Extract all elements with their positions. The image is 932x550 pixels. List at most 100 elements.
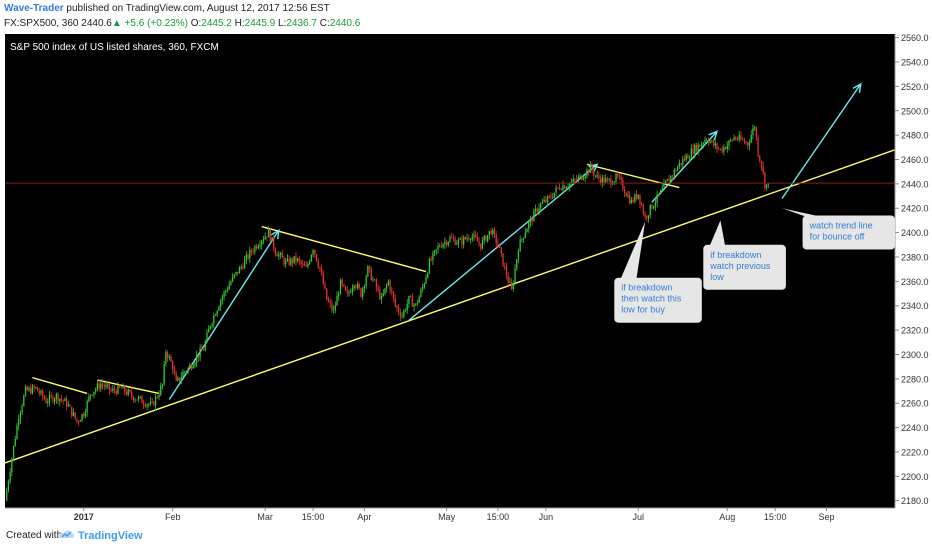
- candle-body: [326, 288, 328, 300]
- candle-body: [19, 412, 22, 420]
- candle-body: [522, 237, 525, 240]
- candle-body: [79, 420, 81, 422]
- candle-body: [490, 230, 492, 235]
- candle-body: [564, 185, 566, 189]
- trendline-arrow-4: [781, 83, 862, 199]
- candle-body: [430, 259, 432, 261]
- candle-body: [567, 186, 569, 188]
- candle-body: [310, 254, 313, 262]
- candle-body: [668, 179, 670, 182]
- candle-body: [546, 196, 549, 202]
- candle-body: [675, 169, 677, 171]
- candle-body: [637, 194, 639, 199]
- candle-body: [48, 395, 51, 402]
- candle-body: [180, 376, 182, 381]
- candle-body: [250, 250, 253, 252]
- candle-body: [100, 383, 102, 389]
- callout-box: [703, 244, 786, 290]
- candle-body: [144, 404, 146, 407]
- tradingview-brand[interactable]: TradingView: [78, 530, 143, 542]
- candle-body: [519, 239, 521, 252]
- candle-body: [587, 169, 590, 173]
- candle-body: [293, 256, 295, 263]
- candle-body: [125, 391, 128, 395]
- candle-body: [712, 140, 715, 146]
- candle-body: [487, 234, 489, 242]
- candle-body: [760, 161, 763, 167]
- candle-body: [500, 247, 502, 254]
- price-axis[interactable]: [895, 34, 932, 522]
- callout-text: low: [710, 272, 724, 282]
- candle-body: [329, 301, 331, 304]
- candle-body: [93, 391, 95, 396]
- candle-body: [208, 328, 210, 333]
- candle-body: [339, 279, 342, 295]
- low-label: L:: [275, 18, 287, 29]
- trendline-support: [4, 149, 896, 464]
- candle-body: [336, 296, 338, 306]
- candle-body: [305, 265, 307, 267]
- candle-body: [765, 184, 768, 188]
- candle-body: [52, 396, 54, 402]
- candle-body: [324, 284, 326, 289]
- candle-body: [639, 194, 641, 204]
- candle-body: [300, 260, 302, 264]
- candle-body: [264, 236, 266, 240]
- candle-body: [476, 237, 479, 242]
- candle-body: [748, 142, 751, 146]
- candle-body: [711, 140, 713, 142]
- candle-body: [269, 229, 271, 242]
- candle-body: [683, 159, 686, 161]
- candle-body: [757, 137, 759, 156]
- candle-body: [274, 248, 277, 255]
- candle-body: [692, 148, 694, 154]
- candle-body: [485, 235, 487, 242]
- candle-body: [363, 285, 366, 289]
- candle-body: [122, 385, 124, 389]
- candle-body: [584, 176, 586, 179]
- y-tick-label: 2200.0: [901, 472, 929, 482]
- author-link[interactable]: Wave-Trader: [4, 3, 64, 14]
- candle-body: [475, 234, 477, 238]
- candle-body: [338, 294, 340, 297]
- candle-body: [255, 246, 258, 249]
- candle-body: [105, 384, 107, 387]
- candle-body: [620, 177, 622, 181]
- candle-body: [697, 144, 699, 152]
- candle-body: [593, 170, 595, 176]
- candle-body: [743, 140, 746, 143]
- candle-body: [146, 404, 148, 407]
- y-tick-label: 2440.0: [901, 179, 929, 189]
- candle-body: [623, 189, 626, 194]
- candle-body: [142, 403, 145, 405]
- candle-body: [271, 237, 273, 242]
- y-tick-label: 2420.0: [901, 204, 929, 214]
- candle-body: [699, 144, 701, 147]
- candle-body: [646, 216, 648, 219]
- candle-body: [88, 396, 90, 402]
- candle-body: [331, 303, 333, 311]
- candle-body: [131, 391, 133, 397]
- candle-body: [59, 398, 61, 402]
- candle-body: [60, 398, 63, 400]
- candle-body: [392, 291, 395, 299]
- candle-body: [175, 373, 177, 381]
- candle-body: [43, 396, 46, 400]
- low-value: 2436.7: [286, 18, 317, 29]
- created-with-text: Created with: [6, 530, 63, 541]
- price-chart[interactable]: 2440.6 2180.0 2200.0 2220.0 2240.0 2260.0 228…: [0, 0, 932, 522]
- candle-body: [577, 177, 580, 181]
- callout-box: [802, 215, 895, 250]
- candle-body: [733, 137, 735, 141]
- candle-body: [380, 295, 383, 300]
- candle-body: [759, 155, 761, 162]
- y-tick-label: 2180.0: [901, 496, 929, 506]
- candle-body: [279, 253, 282, 255]
- candle-body: [185, 371, 188, 373]
- candle-body: [267, 229, 270, 238]
- time-axis[interactable]: [5, 508, 895, 522]
- candle-body: [498, 245, 501, 248]
- candle-body: [641, 203, 643, 206]
- candle-body: [190, 365, 193, 369]
